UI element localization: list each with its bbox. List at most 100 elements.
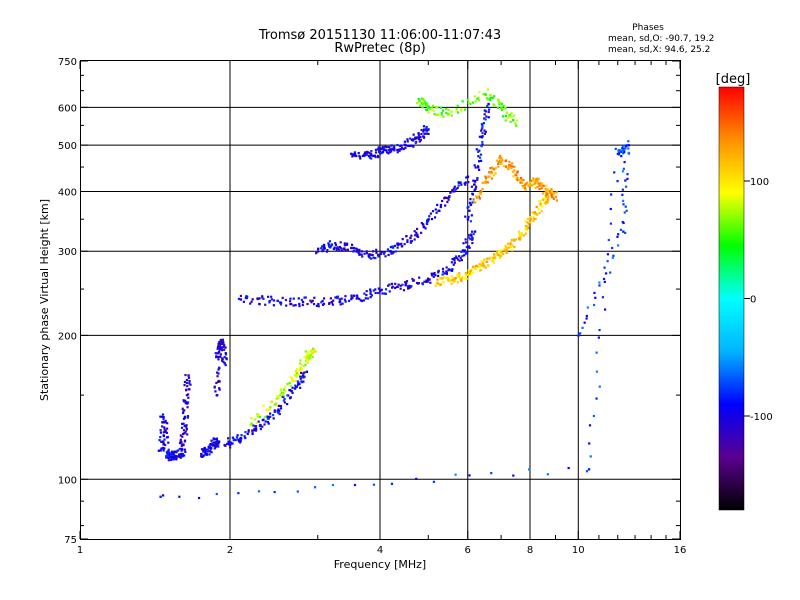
scatter-echo — [500, 107, 503, 110]
scatter-echo — [312, 302, 316, 306]
scatter-echo — [592, 303, 596, 307]
scatter-echo — [284, 298, 288, 302]
scatter-echo — [418, 276, 421, 279]
scatter-echo — [301, 381, 304, 384]
scatter-echo — [489, 256, 492, 259]
data-point — [316, 250, 320, 253]
scatter-echo — [524, 224, 528, 228]
x-tick-label: 4 — [377, 545, 383, 556]
scatter-echo — [469, 273, 473, 276]
scatter-echo — [263, 423, 266, 426]
scatter-echo — [627, 140, 630, 143]
scatter-echo — [595, 370, 599, 373]
scatter-echo — [598, 284, 601, 287]
scatter-echo — [338, 298, 341, 301]
scatter-echo — [306, 352, 309, 355]
scatter-echo — [402, 148, 405, 151]
scatter-echo — [499, 162, 502, 165]
scatter-echo — [472, 179, 475, 182]
scatter-echo — [434, 208, 437, 211]
scatter-echo — [524, 227, 527, 230]
scatter-echo — [291, 386, 294, 389]
scatter-echo — [535, 181, 539, 184]
scatter-echo — [545, 193, 548, 196]
scatter-echo — [542, 184, 545, 187]
scatter-echo — [331, 303, 334, 306]
scatter-echo — [210, 439, 213, 442]
scatter-echo — [393, 145, 396, 149]
scatter-echo — [454, 277, 457, 280]
scatter-echo — [478, 149, 481, 152]
scatter-echo — [437, 274, 440, 278]
scatter-echo — [357, 251, 360, 254]
scatter-echo — [359, 157, 362, 160]
scatter-echo — [425, 222, 429, 225]
scatter-echo — [484, 265, 487, 269]
y-tick-label: 100 — [58, 475, 77, 486]
grid-lines — [80, 61, 680, 539]
scatter-echo — [528, 185, 531, 188]
scatter-echo — [480, 129, 483, 132]
scatter-echo — [368, 253, 371, 256]
scatter-echo — [519, 236, 522, 240]
scatter-echo — [327, 242, 330, 245]
scatter-echo — [412, 279, 416, 282]
scatter-echo — [456, 111, 460, 114]
scatter-echo — [470, 234, 473, 237]
scatter-echo — [500, 161, 503, 164]
scatter-echo — [238, 438, 241, 441]
scatter-echo — [178, 495, 181, 498]
scatter-echo — [214, 352, 217, 355]
scatter-echo — [277, 404, 281, 408]
scatter-echo — [467, 269, 471, 272]
scatter-echo — [395, 285, 399, 289]
scatter-echo — [478, 135, 481, 138]
scatter-echo — [397, 283, 400, 286]
scatter-echo — [358, 253, 361, 256]
scatter-echo — [384, 292, 387, 295]
scatter-echo — [432, 273, 435, 276]
scatter-echo — [307, 350, 310, 354]
scatter-echo — [286, 382, 289, 386]
scatter-echo — [163, 428, 166, 431]
scatter-echo — [218, 387, 221, 390]
scatter-echo — [469, 198, 472, 201]
scatter-echo — [285, 304, 288, 307]
scatter-echo — [161, 421, 164, 424]
scatter-echo — [221, 357, 224, 361]
scatter-echo — [303, 364, 306, 367]
scatter-echo — [189, 383, 192, 386]
data-point — [301, 300, 305, 304]
scatter-echo — [488, 175, 491, 178]
data-point — [217, 350, 221, 353]
scatter-echo — [512, 114, 515, 117]
scatter-echo — [364, 297, 367, 300]
scatter-echo — [491, 260, 494, 263]
scatter-echo — [508, 160, 511, 164]
scatter-echo — [409, 137, 412, 140]
scatter-echo — [504, 246, 508, 249]
scatter-echo — [425, 125, 428, 129]
scatter-echo — [275, 397, 278, 400]
scatter-echo — [179, 438, 182, 441]
scatter-echo — [186, 433, 189, 436]
scatter-echo — [179, 434, 182, 437]
scatter-echo — [388, 151, 391, 154]
scatter-echo — [416, 136, 419, 139]
scatter-echo — [427, 105, 430, 108]
scatter-echo — [460, 108, 463, 111]
scatter-echo — [306, 361, 309, 364]
scatter-echo — [490, 177, 494, 180]
scatter-echo — [478, 168, 481, 171]
scatter-echo — [279, 389, 282, 392]
scatter-echo — [317, 305, 320, 308]
data-point — [293, 387, 297, 390]
scatter-echo — [439, 205, 442, 209]
scatter-echo — [464, 181, 467, 184]
scatter-echo — [504, 159, 507, 163]
scatter-echo — [283, 401, 286, 404]
scatter-echo — [279, 407, 283, 410]
scatter-echo — [350, 294, 353, 297]
scatter-echo — [586, 306, 589, 309]
scatter-echo — [365, 150, 368, 154]
